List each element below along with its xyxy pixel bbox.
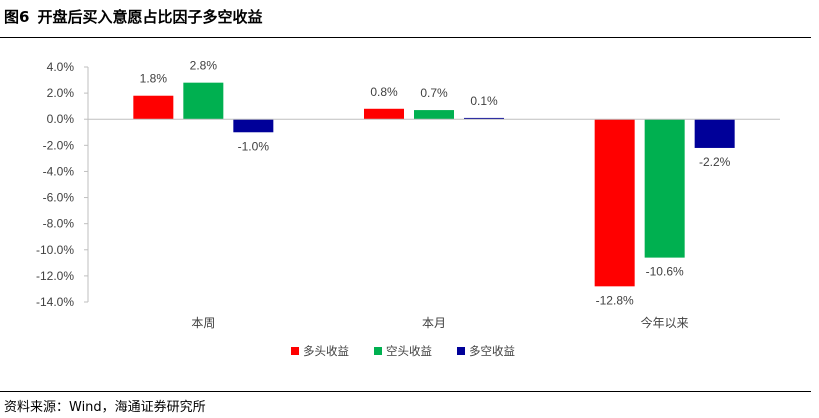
- bar: [464, 117, 504, 120]
- bar: [364, 108, 404, 120]
- data-label: -12.8%: [596, 293, 634, 307]
- title-divider: [0, 37, 811, 38]
- figure-title-text: 开盘后买入意愿占比因子多空收益: [37, 8, 263, 26]
- bar: [133, 95, 174, 120]
- data-label: 2.8%: [190, 59, 218, 73]
- legend-label: 多空收益: [469, 344, 515, 358]
- y-axis: 4.0% 2.0% 0.0% -2.0% -4.0% -6.0% -8.0% -10.0% -1…: [36, 60, 89, 309]
- y-tick-label: -8.0%: [43, 217, 75, 231]
- bar: [414, 110, 454, 120]
- legend-swatch: [374, 347, 382, 355]
- data-label: 0.8%: [370, 85, 398, 99]
- data-label: 0.7%: [420, 86, 448, 100]
- data-label: -2.2%: [699, 155, 731, 169]
- y-tick-label: -4.0%: [43, 164, 75, 178]
- bar-chart: 4.0% 2.0% 0.0% -2.0% -4.0% -6.0% -8.0% -10.0% -1…: [36, 59, 780, 358]
- y-tick-label: 0.0%: [47, 112, 75, 126]
- legend: 多头收益 空头收益 多空收益: [291, 344, 515, 358]
- bar: [644, 119, 685, 258]
- y-tick-label: -14.0%: [36, 295, 74, 309]
- legend-swatch: [457, 347, 465, 355]
- y-tick-label: -6.0%: [43, 191, 75, 205]
- y-tick-label: -2.0%: [43, 138, 75, 152]
- x-axis: 本周 本月 今年以来: [191, 315, 688, 330]
- bar: [183, 82, 224, 120]
- category-label: 今年以来: [641, 315, 689, 330]
- y-tick-label: 2.0%: [47, 86, 75, 100]
- bar: [694, 119, 735, 148]
- y-tick-label: 4.0%: [47, 60, 75, 74]
- bar: [233, 119, 274, 133]
- legend-swatch: [291, 347, 299, 355]
- figure-title: 图6 开盘后买入意愿占比因子多空收益: [4, 4, 262, 30]
- source-divider: [0, 391, 811, 392]
- data-label: 0.1%: [470, 94, 498, 108]
- legend-label: 多头收益: [303, 344, 349, 358]
- source-note: 资料来源：Wind，海通证券研究所: [4, 400, 206, 415]
- y-tick-label: -12.0%: [36, 269, 74, 283]
- category-label: 本周: [191, 316, 215, 330]
- category-label: 本月: [422, 316, 446, 330]
- bar: [594, 119, 635, 287]
- data-label: -1.0%: [238, 139, 270, 153]
- figure-number: 图6: [4, 8, 30, 26]
- y-tick-label: -10.0%: [36, 243, 74, 257]
- legend-label: 空头收益: [386, 344, 432, 358]
- data-label: 1.8%: [140, 72, 168, 86]
- data-labels: 1.8% 2.8% -1.0% 0.8% 0.7% 0.1% -12.8% -10.6% -2.…: [140, 59, 731, 308]
- bars: [88, 82, 780, 287]
- data-label: -10.6%: [646, 265, 684, 279]
